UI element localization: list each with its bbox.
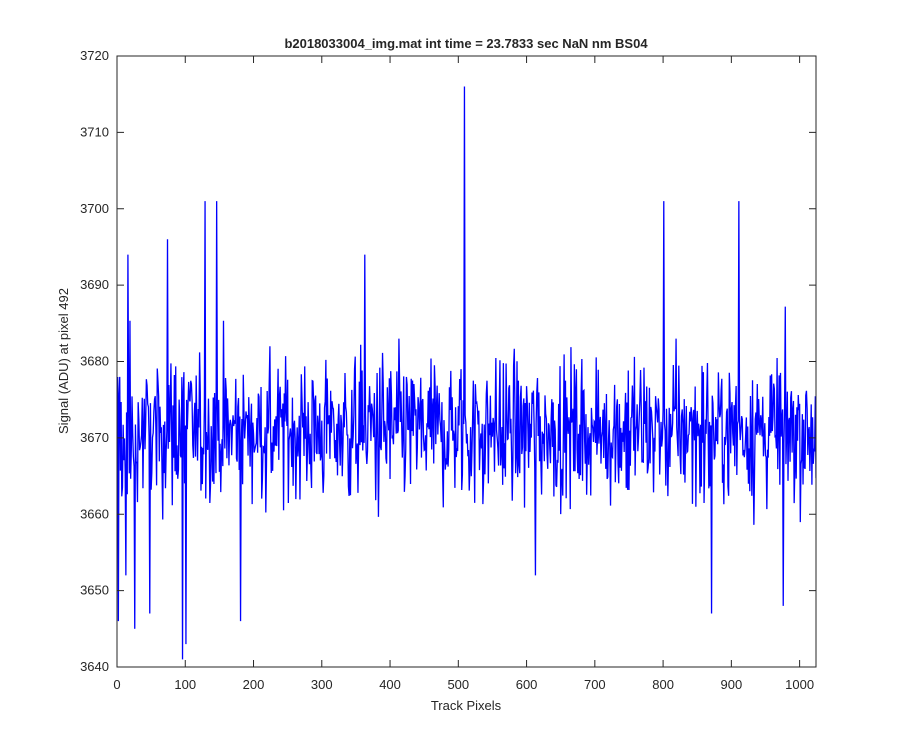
series-layer <box>117 86 816 660</box>
y-tick-label: 3690 <box>80 277 109 292</box>
x-tick-label: 400 <box>379 677 401 692</box>
x-tick-label: 500 <box>447 677 469 692</box>
x-tick-label: 0 <box>113 677 120 692</box>
y-tick-label: 3650 <box>80 583 109 598</box>
y-tick-label: 3670 <box>80 430 109 445</box>
y-tick-label: 3710 <box>80 124 109 139</box>
y-tick-label: 3720 <box>80 48 109 63</box>
x-tick-label: 700 <box>584 677 606 692</box>
x-axis-label: Track Pixels <box>431 698 502 713</box>
x-tick-label: 100 <box>174 677 196 692</box>
plot-area <box>117 56 816 667</box>
x-tick-label: 600 <box>516 677 538 692</box>
x-tick-label: 300 <box>311 677 333 692</box>
y-tick-label: 3640 <box>80 659 109 674</box>
y-axis-label: Signal (ADU) at pixel 492 <box>56 288 71 434</box>
x-tick-label: 900 <box>721 677 743 692</box>
y-tick-label: 3680 <box>80 354 109 369</box>
y-tick-label: 3660 <box>80 506 109 521</box>
x-tick-label: 200 <box>243 677 265 692</box>
chart-title: b2018033004_img.mat int time = 23.7833 s… <box>284 36 648 51</box>
y-tick-label: 3700 <box>80 201 109 216</box>
x-tick-label: 1000 <box>785 677 814 692</box>
x-tick-label: 800 <box>652 677 674 692</box>
signal-series-line <box>117 86 816 660</box>
ticks-layer: 0 100 200 300 400 500 600 700 800 900 1000 3640 3650… <box>80 48 816 692</box>
